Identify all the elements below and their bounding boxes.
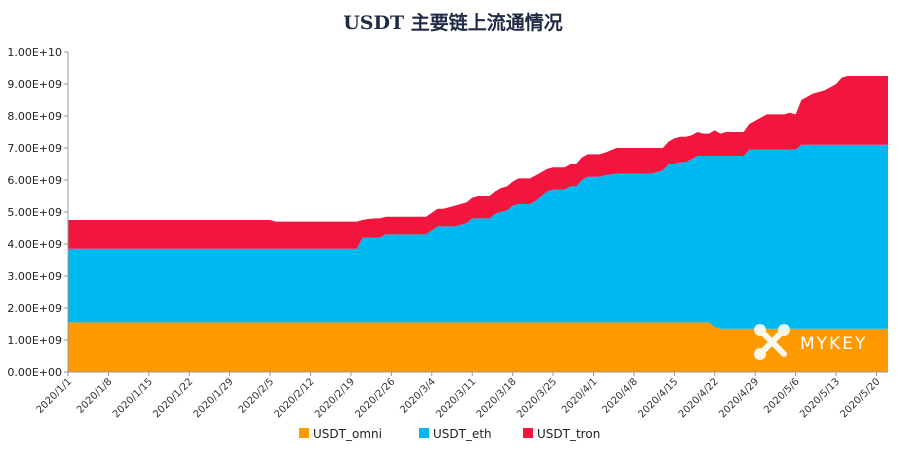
y-tick-label: 1.00E+10 <box>7 46 62 59</box>
area-layer <box>68 76 888 372</box>
y-tick-label: 0.00E+00 <box>7 366 62 379</box>
x-tick-label: 2020/4/8 <box>600 376 640 416</box>
legend-item-usdt-eth: USDT_eth <box>419 427 492 441</box>
x-tick-label: 2020/3/11 <box>434 376 478 420</box>
legend-label: USDT_omni <box>313 427 382 441</box>
x-tick-label: 2020/1/1 <box>35 376 75 416</box>
y-tick-label: 7.00E+09 <box>7 142 62 155</box>
x-tick-label: 2020/4/29 <box>717 376 761 420</box>
series-area-usdt-omni <box>68 322 888 372</box>
y-tick-label: 8.00E+09 <box>7 110 62 123</box>
x-tick-label: 2020/2/5 <box>237 376 277 416</box>
legend-item-usdt-omni: USDT_omni <box>299 427 382 441</box>
y-tick-label: 2.00E+09 <box>7 302 62 315</box>
x-tick-label: 2020/3/18 <box>475 376 519 420</box>
x-tick-label: 2020/3/4 <box>398 376 438 416</box>
y-tick-label: 1.00E+09 <box>7 334 62 347</box>
x-tick-label: 2020/4/1 <box>560 376 600 416</box>
x-tick-label: 2020/2/26 <box>353 376 397 420</box>
legend-item-usdt-tron: USDT_tron <box>523 427 600 441</box>
x-tick-label: 2020/2/19 <box>313 376 357 420</box>
legend: USDT_omni USDT_eth USDT_tron <box>299 427 600 441</box>
legend-label: USDT_eth <box>433 427 492 441</box>
x-tick-label: 2020/5/13 <box>798 376 842 420</box>
y-tick-label: 9.00E+09 <box>7 78 62 91</box>
x-tick-label: 2020/1/22 <box>151 376 195 420</box>
x-tick-label: 2020/1/29 <box>192 376 236 420</box>
x-tick-label: 2020/5/6 <box>762 376 802 416</box>
legend-swatch <box>523 428 533 438</box>
y-tick-label: 5.00E+09 <box>7 206 62 219</box>
x-tick-label: 2020/5/20 <box>839 376 883 420</box>
legend-swatch <box>299 428 309 438</box>
x-tick-label: 2020/2/12 <box>273 376 317 420</box>
series-area-usdt-tron <box>68 76 888 249</box>
series-area-usdt-eth <box>68 144 888 329</box>
y-tick-label: 6.00E+09 <box>7 174 62 187</box>
legend-label: USDT_tron <box>537 427 600 441</box>
mykey-logo-icon <box>754 324 790 360</box>
x-tick-label: 2020/3/25 <box>515 376 559 420</box>
x-tick-label: 2020/1/15 <box>111 376 155 420</box>
watermark-text: MYKEY <box>800 334 867 354</box>
x-tick-label: 2020/1/8 <box>75 376 115 416</box>
y-tick-label: 3.00E+09 <box>7 270 62 283</box>
chart-title: USDT 主要链上流通情况 <box>343 11 563 34</box>
y-tick-label: 4.00E+09 <box>7 238 62 251</box>
legend-swatch <box>419 428 429 438</box>
watermark: MYKEY <box>754 324 867 360</box>
x-tick-label: 2020/4/22 <box>677 376 721 420</box>
x-tick-label: 2020/4/15 <box>636 376 680 420</box>
